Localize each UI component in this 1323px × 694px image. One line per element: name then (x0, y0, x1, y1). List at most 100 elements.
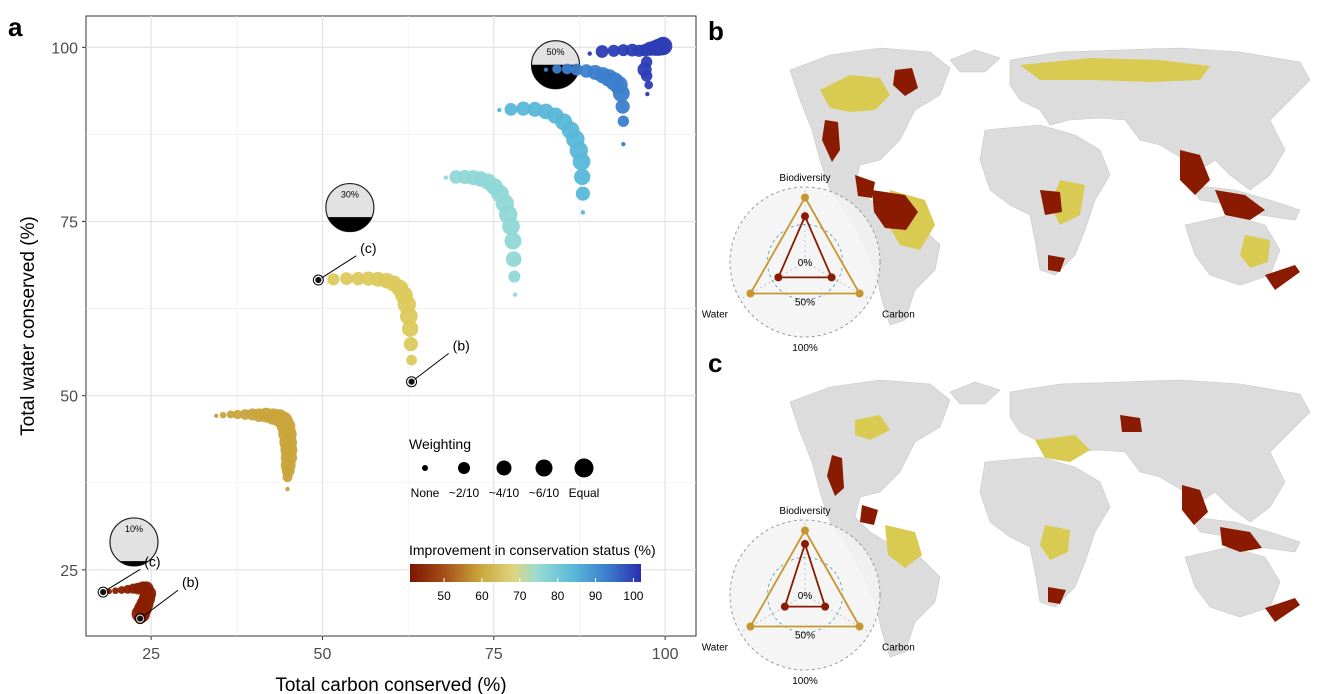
size-legend-dot-6 (535, 459, 553, 477)
size-legend-label-none: None (411, 486, 440, 500)
data-point (615, 99, 630, 114)
data-point (402, 320, 419, 337)
y-tick-label: 25 (60, 563, 78, 580)
x-tick-label: 25 (142, 646, 160, 663)
radar-axis-label-water: Water (702, 643, 729, 654)
radar-gold-vertex (746, 622, 755, 631)
color-bar-tick-label: 50 (437, 589, 451, 603)
data-point (285, 486, 290, 492)
data-point (512, 292, 518, 297)
size-legend-dot-2 (458, 462, 470, 474)
radar-red-vertex (801, 212, 809, 221)
pie-icon-fill (119, 561, 149, 566)
x-tick-label: 100 (652, 646, 679, 663)
size-legend-label-6: ~6/10 (529, 486, 560, 500)
data-point (516, 101, 531, 116)
panel-label-b: b (708, 16, 724, 46)
radar-ring-label-50: 50% (795, 298, 815, 309)
data-point (505, 251, 522, 267)
data-point (443, 175, 449, 180)
radar-red-polygon (776, 213, 834, 279)
data-point (612, 84, 630, 102)
data-point (351, 271, 365, 286)
highlighted-point (99, 588, 108, 597)
size-legend-title: Weighting (409, 436, 471, 452)
x-axis-title: Total carbon conserved (%) (275, 675, 506, 694)
radar-red-vertex (801, 540, 809, 548)
data-point (399, 307, 418, 326)
data-point (214, 413, 219, 419)
size-legend-label-2: ~2/10 (449, 486, 480, 500)
highlighted-point (136, 614, 145, 623)
radar-ring-label-100: 100% (792, 676, 818, 687)
y-tick-label: 100 (51, 40, 78, 57)
axis-ticks: 25 50 75 100 25 50 75 100 (51, 40, 678, 663)
annotation-label: (c) (144, 553, 160, 569)
color-bar-tick-label: 60 (475, 589, 489, 603)
data-point (502, 217, 520, 236)
radar-gold-vertex (801, 193, 809, 202)
highlighted-point-ring (406, 376, 418, 388)
data-point (595, 45, 609, 58)
data-point (282, 472, 293, 483)
highlighted-point (314, 276, 323, 284)
radar-axis-label-biodiversity: Biodiversity (779, 173, 830, 184)
radar-axis-label-biodiversity: Biodiversity (779, 506, 830, 517)
map-c (789, 379, 1311, 658)
color-bar-tick-label: 90 (589, 589, 603, 603)
highlighted-point (407, 377, 416, 386)
pie-icon-label: 50% (546, 47, 564, 57)
data-point (570, 63, 583, 76)
panel-label-c: c (708, 348, 722, 378)
data-point (587, 51, 592, 56)
color-bar-ticks: 50 60 70 80 90 100 (437, 578, 644, 603)
highlighted-point-ring (134, 613, 146, 625)
radar-red-vertex (774, 273, 783, 282)
pie-icon-label: 10% (125, 524, 143, 534)
annotation-leader (139, 589, 179, 619)
map-b (789, 47, 1311, 326)
data-point (640, 70, 653, 82)
data-point (232, 409, 243, 420)
scatter-panel: 25 50 75 100 25 50 75 100 50% 30% 10% (c) (b) (c) (b… (51, 15, 697, 663)
size-legend-dot-equal (574, 458, 594, 478)
plot-background (85, 15, 697, 637)
color-bar-tick-label: 100 (623, 589, 643, 603)
highlighted-point-ring (97, 586, 109, 598)
radar-gold-polygon (748, 528, 862, 628)
data-point (574, 168, 591, 186)
radar-ring-label-50: 50% (795, 631, 815, 642)
color-legend: Improvement in conservation status (%) 5… (409, 542, 656, 603)
annotation-leader (318, 255, 357, 281)
annotation-label: (b) (453, 337, 470, 353)
radar-red-vertex (827, 273, 836, 282)
highlighted-point-ring (312, 274, 324, 286)
pie-icon-label: 30% (341, 190, 359, 200)
data-point (644, 80, 654, 90)
color-legend-title: Improvement in conservation status (%) (409, 542, 656, 558)
pie-icon-fill (327, 217, 372, 232)
data-point (621, 141, 626, 147)
radar-ring-label-100: 100% (792, 343, 818, 354)
data-point (617, 44, 630, 57)
data-point (617, 115, 630, 127)
data-point (504, 102, 518, 116)
data-point (504, 232, 522, 250)
color-bar-tick-label: 70 (513, 589, 527, 603)
data-point (645, 91, 650, 97)
radar-ring-label-0: 0% (798, 258, 813, 269)
data-point (572, 152, 591, 171)
radar-red-polygon (783, 541, 827, 608)
size-legend: Weighting None ~2/10 ~4/10 ~6/10 Equal (409, 436, 599, 500)
data-point (226, 410, 235, 419)
size-legend-dot-none (422, 465, 428, 471)
radar-axis-label-carbon: Carbon (882, 643, 915, 654)
data-points (100, 36, 673, 623)
annotation-leader (102, 568, 141, 593)
data-point (653, 36, 673, 56)
x-tick-label: 50 (314, 646, 332, 663)
data-point (561, 63, 573, 75)
y-tick-label: 75 (60, 215, 78, 232)
data-point (340, 272, 353, 286)
radar-c: Biodiversity Water Carbon 0% 50% 100% (702, 506, 915, 687)
